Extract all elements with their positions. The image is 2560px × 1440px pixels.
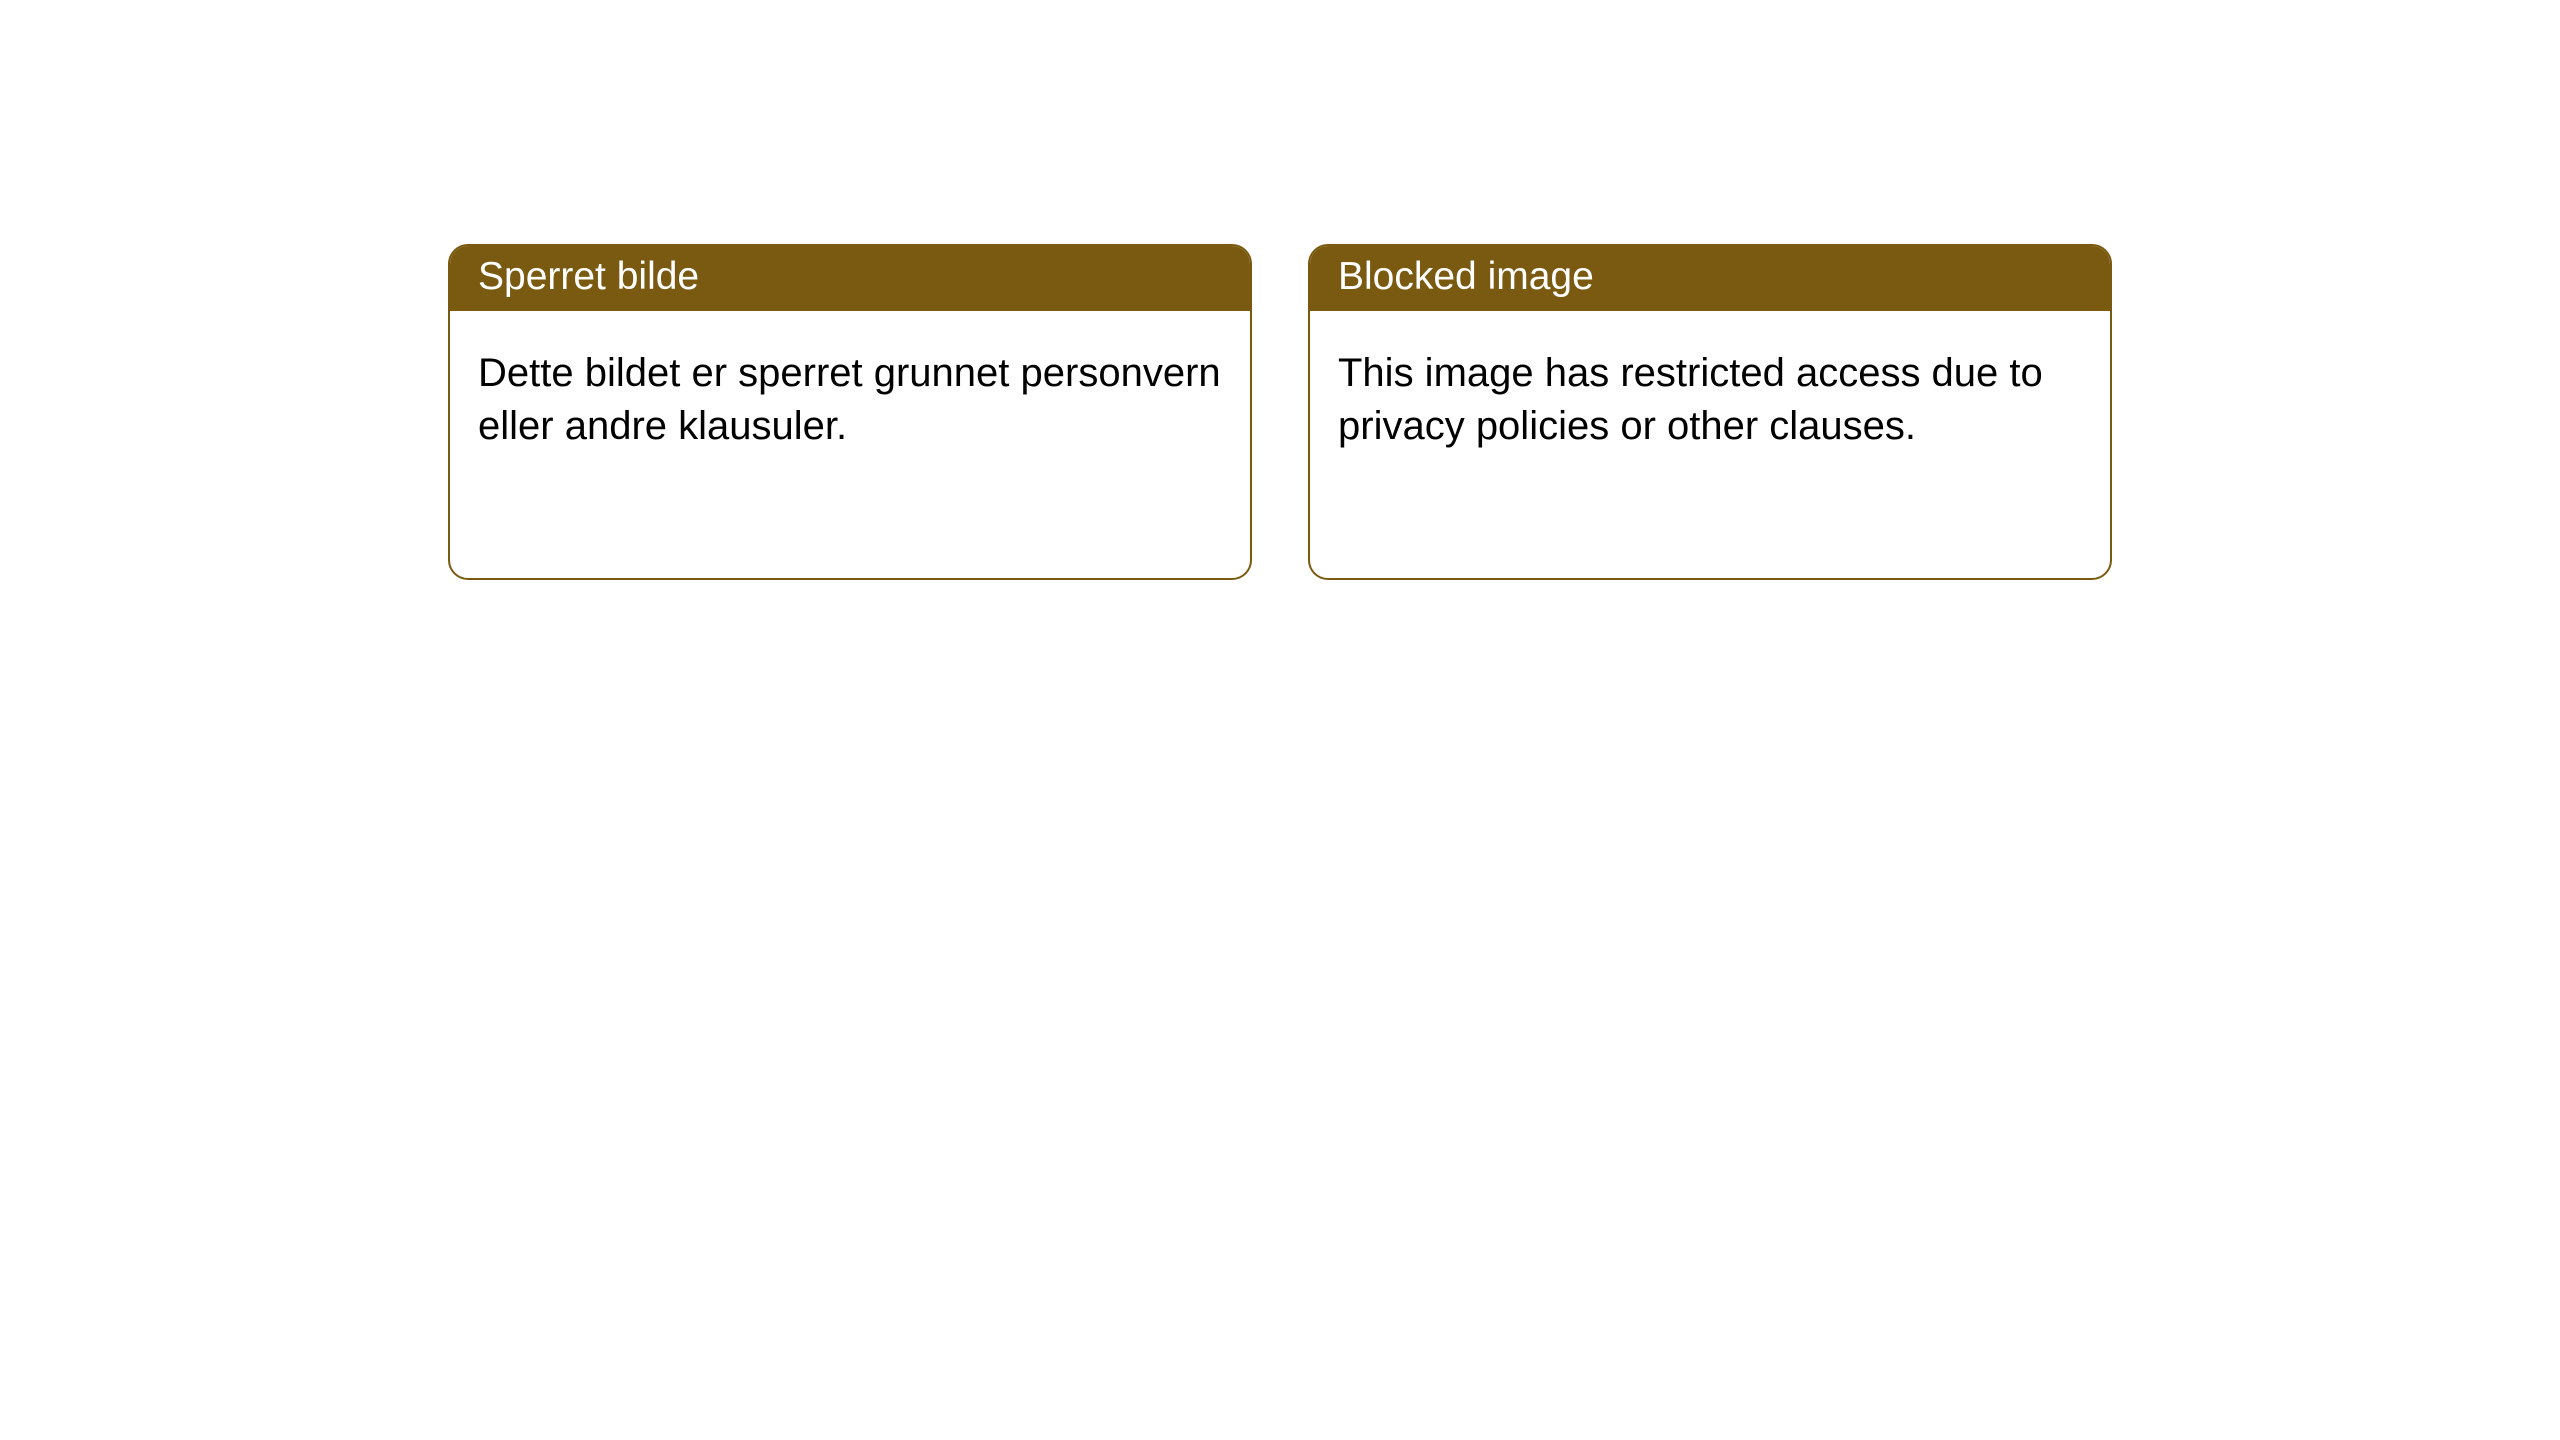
notice-card-english: Blocked image This image has restricted … xyxy=(1308,244,2112,580)
notice-title-english: Blocked image xyxy=(1310,246,2110,311)
notice-body-norwegian: Dette bildet er sperret grunnet personve… xyxy=(450,311,1250,489)
notice-title-norwegian: Sperret bilde xyxy=(450,246,1250,311)
notice-card-norwegian: Sperret bilde Dette bildet er sperret gr… xyxy=(448,244,1252,580)
notice-body-english: This image has restricted access due to … xyxy=(1310,311,2110,489)
notice-container: Sperret bilde Dette bildet er sperret gr… xyxy=(0,0,2560,580)
